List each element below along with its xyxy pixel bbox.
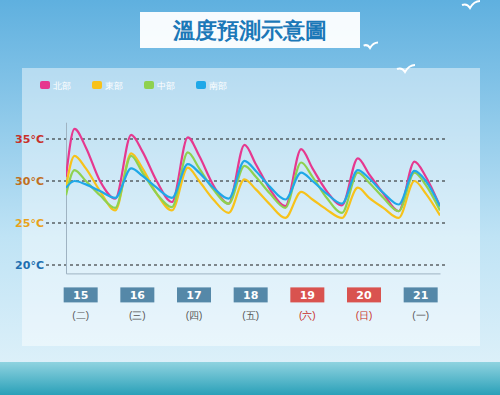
y-tick-label: 35°C (15, 133, 44, 146)
date-box (120, 287, 154, 302)
legend-item: 中部 (144, 81, 175, 91)
date-box (347, 287, 381, 302)
background (0, 0, 500, 395)
date-box (404, 287, 438, 302)
x-tick-label: 16 (130, 289, 146, 302)
date-box (177, 287, 211, 302)
birds (364, 1, 480, 72)
bird (397, 65, 415, 72)
series-line (66, 152, 440, 212)
legend-label: 南部 (209, 81, 227, 91)
date-box (290, 287, 324, 302)
bird (462, 1, 480, 8)
x-tick: 15 (二) (64, 273, 98, 321)
legend: 北部 東部 中部 南部 (40, 81, 227, 91)
x-tick-sublabel: (日) (356, 310, 373, 321)
y-tick: 30°C (15, 175, 66, 188)
grid-line (46, 265, 446, 266)
legend-label: 東部 (105, 81, 123, 91)
x-tick-sublabel: (六) (299, 310, 316, 321)
y-tick: 20°C (15, 259, 66, 272)
legend-item: 北部 (40, 81, 71, 91)
legend-swatch (92, 81, 102, 89)
legend-swatch (196, 81, 206, 89)
x-tick: 17 (四) (177, 273, 211, 321)
title-box (140, 12, 360, 48)
y-tick-label: 20°C (15, 259, 44, 272)
x-tick-label: 21 (413, 289, 428, 302)
y-axis-line (66, 123, 67, 274)
x-tick-sublabel: (四) (186, 310, 203, 321)
grid-line (46, 223, 446, 224)
date-box (234, 287, 268, 302)
title: 溫度預測示意圖 (172, 18, 327, 43)
x-tick-label: 19 (300, 289, 315, 302)
y-tick-label: 30°C (15, 175, 44, 188)
legend-swatch (144, 81, 154, 89)
y-tick-label: 25°C (15, 217, 44, 230)
x-tick: 16 (三) (120, 273, 154, 321)
x-tick: 21 (一) (404, 273, 438, 321)
x-tick: 18 (五) (234, 273, 268, 321)
series-line (66, 153, 440, 218)
grid-line (46, 139, 446, 140)
date-box (64, 287, 98, 302)
x-tick-sublabel: (三) (129, 310, 146, 321)
x-axis-line (67, 273, 441, 274)
plot-area (66, 129, 440, 218)
y-tick: 25°C (15, 217, 66, 230)
legend-item: 東部 (92, 81, 123, 91)
x-axis: 15 (二) 16 (三) 17 (四) 18 (五) 19 (六) 20 (日) 21 (一) (64, 273, 441, 321)
x-tick-sublabel: (五) (242, 310, 259, 321)
x-tick-sublabel: (二) (72, 310, 89, 321)
legend-label: 北部 (53, 81, 71, 91)
panel (22, 68, 480, 346)
grid (46, 139, 446, 265)
x-tick-label: 20 (356, 289, 372, 302)
legend-item: 南部 (196, 81, 227, 91)
legend-swatch (40, 81, 50, 89)
chart-root: 溫度預測示意圖北部 東部 中部 南部 20°C 25°C 30°C 35°C 15 (二) 16 (三… (0, 0, 500, 395)
x-tick-sublabel: (一) (412, 310, 429, 321)
x-tick-label: 15 (73, 289, 88, 302)
series-line (66, 161, 440, 206)
x-tick-label: 17 (186, 289, 201, 302)
y-tick: 35°C (15, 133, 66, 146)
y-axis: 20°C 25°C 30°C 35°C (15, 123, 66, 274)
bird (364, 42, 378, 48)
x-tick-label: 18 (243, 289, 258, 302)
sea (0, 362, 500, 395)
x-tick: 19 (六) (290, 273, 324, 321)
x-tick: 20 (日) (347, 273, 381, 321)
legend-label: 中部 (157, 81, 175, 91)
